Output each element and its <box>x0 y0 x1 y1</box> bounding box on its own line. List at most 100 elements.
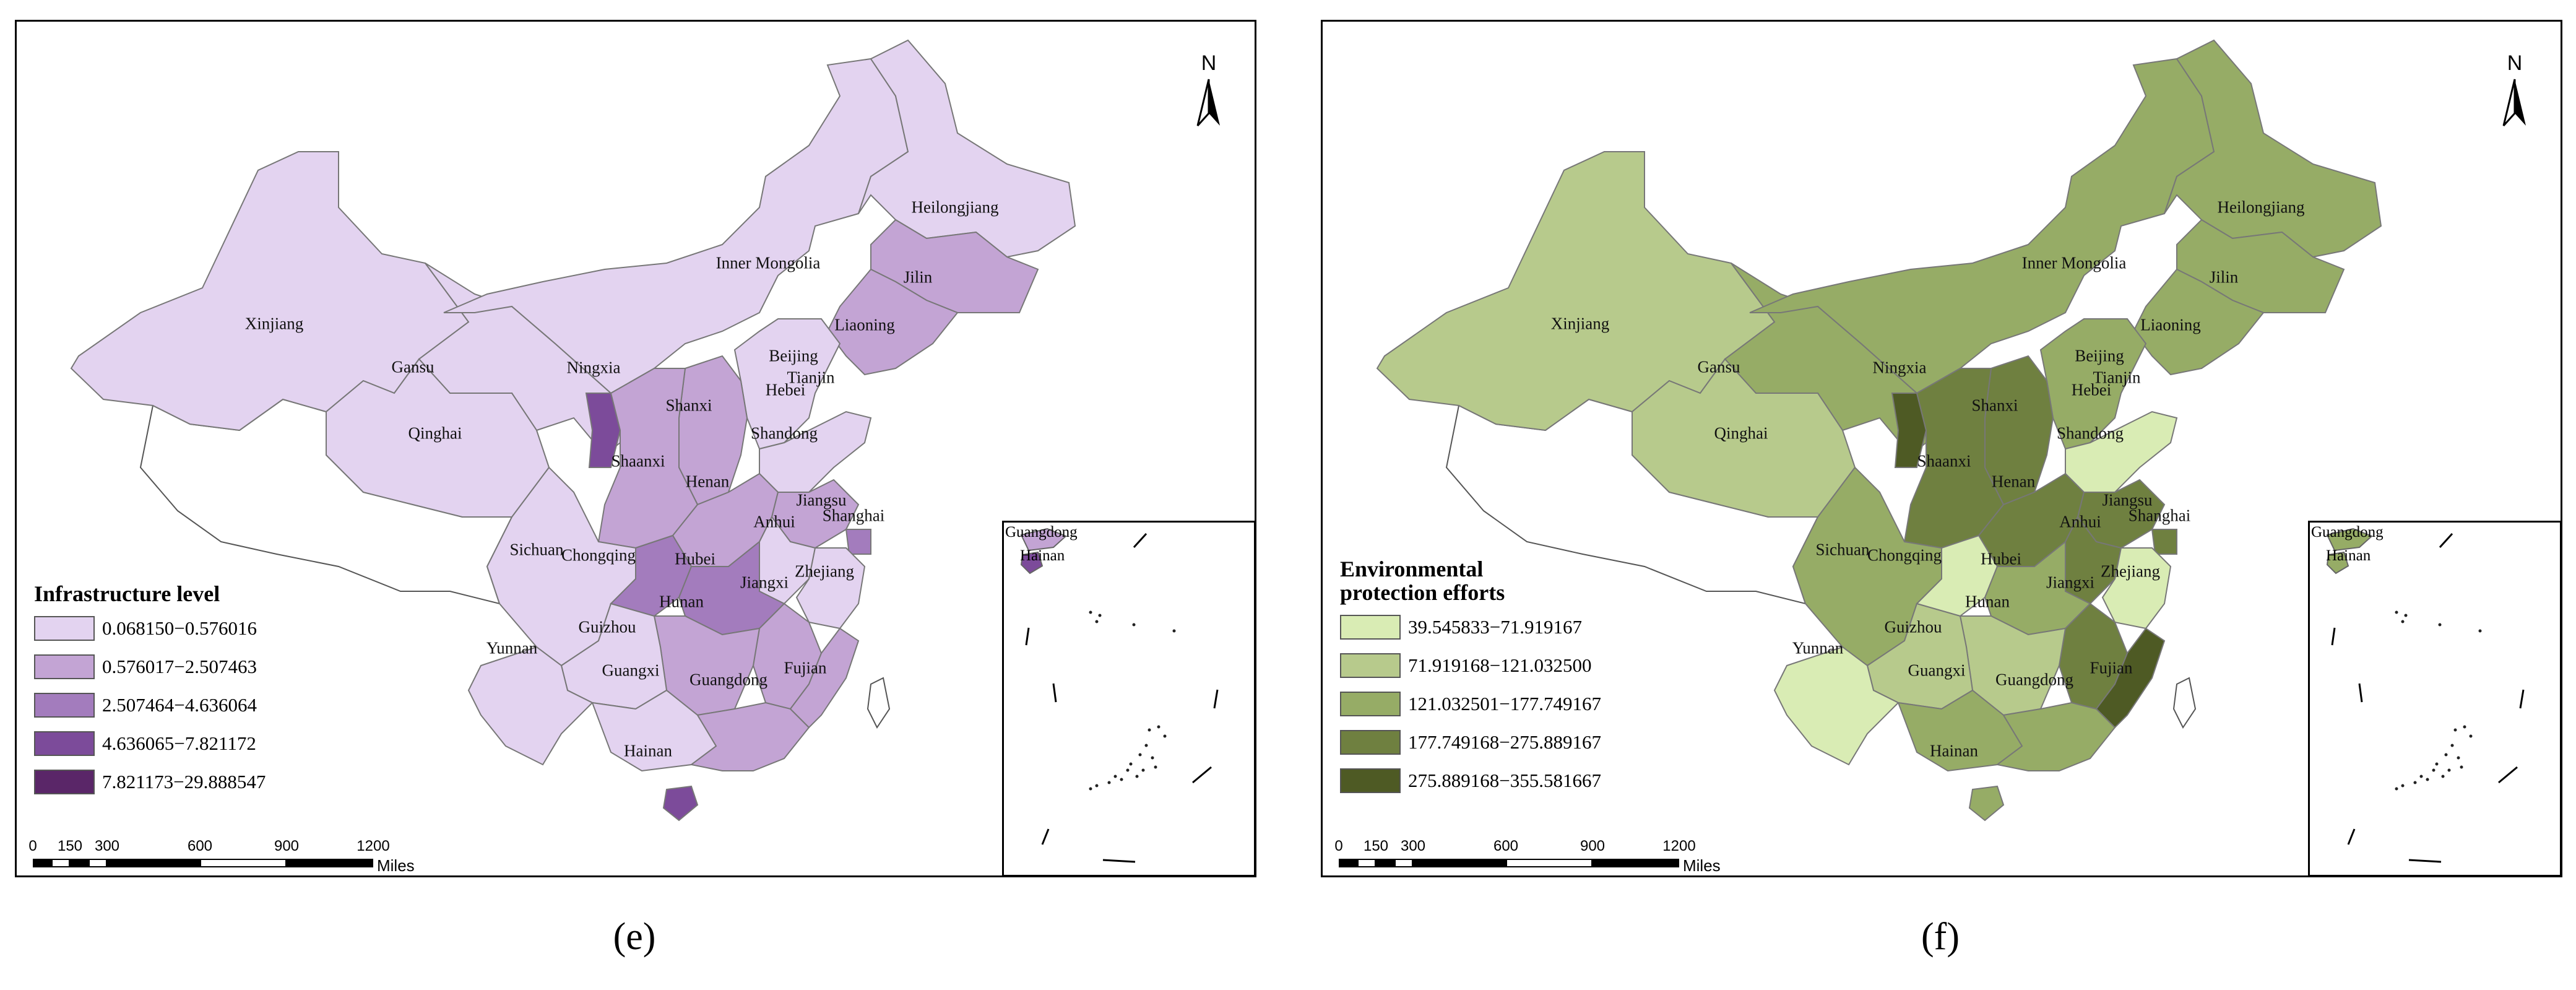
legend-row: 0.068150−0.576016 <box>34 615 356 641</box>
island-dot <box>2460 765 2463 769</box>
island-dot <box>1138 753 1142 757</box>
island-dot <box>2435 762 2439 766</box>
island-dot <box>2469 734 2473 738</box>
island-dot <box>1126 768 1130 772</box>
legend-row: 275.889168−355.581667 <box>1340 768 1662 794</box>
legend-row: 39.545833−71.919167 <box>1340 614 1662 640</box>
north-arrow-icon: N <box>2496 51 2533 132</box>
south-china-sea-inset-e: Guangdong Hainan <box>1002 521 1255 875</box>
province-label-guizhou: Guizhou <box>578 617 636 636</box>
island-dot <box>1163 734 1167 738</box>
province-label-jiangsu: Jiangsu <box>2102 490 2153 510</box>
legend-swatch <box>1340 768 1401 793</box>
province-label-hunan: Hunan <box>1965 592 2010 611</box>
scale-bar-segment <box>33 859 51 867</box>
legend-row: 4.636065−7.821172 <box>34 731 356 757</box>
scale-units-label: Miles <box>1683 856 1721 875</box>
boundary-dash <box>1041 828 1050 845</box>
province-chongqing <box>610 534 693 617</box>
province-hainan <box>1968 785 2005 822</box>
province-label-beijing: Beijing <box>2075 346 2124 365</box>
island-dot <box>1154 765 1157 769</box>
legend-swatch <box>1340 692 1401 716</box>
province-label-liaoning: Liaoning <box>2140 315 2201 334</box>
island-dot <box>2413 781 2417 784</box>
province-shanghai <box>2151 529 2177 555</box>
province-zhejiang <box>2101 547 2172 630</box>
north-label: N <box>2507 51 2523 75</box>
province-label-gansu: Gansu <box>391 357 434 376</box>
province-label-anhui: Anhui <box>2059 512 2101 531</box>
island-dot <box>1157 725 1160 729</box>
legend-e: Infrastructure level 0.068150−0.576016 0.… <box>34 582 356 807</box>
legend-swatch <box>1340 653 1401 678</box>
province-liaoning <box>826 268 959 376</box>
province-label-guangdong: Guangdong <box>1995 670 2073 689</box>
island-dot <box>1148 728 1151 732</box>
inset-label-hainan: Hainan <box>1020 547 1065 564</box>
scale-bar-segment <box>1506 859 1593 867</box>
scale-tick-label: 300 <box>1400 838 1426 854</box>
boundary-dash <box>2331 627 2336 646</box>
scale-bar-segment <box>200 859 287 867</box>
boundary-dash <box>2519 689 2525 709</box>
island-dot <box>2463 725 2466 729</box>
province-zhejiang <box>795 547 866 630</box>
boundary-dash <box>1133 532 1148 549</box>
province-label-qinghai: Qinghai <box>1714 423 1768 443</box>
china-map-e <box>70 39 1076 822</box>
legend-swatch <box>34 693 95 718</box>
caption-f: (f) <box>1921 916 1960 958</box>
legend-range: 2.507464−4.636064 <box>102 694 257 716</box>
inset-guangdong <box>1020 528 1067 552</box>
province-fujian <box>789 627 860 729</box>
island-dot <box>1141 768 1145 772</box>
province-label-hainan: Hainan <box>1930 741 1978 760</box>
scale-bar-e: 0 150 300 600 900 1200 Miles <box>28 838 466 875</box>
inset-label-guangdong: Guangdong <box>1005 524 1078 541</box>
island-dot <box>2419 775 2423 778</box>
legend-swatch <box>34 770 95 794</box>
scale-tick-label: 0 <box>1334 838 1343 854</box>
legend-row: 71.919168−121.032500 <box>1340 653 1662 679</box>
boundary-dash <box>1213 689 1219 709</box>
island-dot <box>2426 778 2429 781</box>
legend-title-line: Infrastructure level <box>34 581 220 606</box>
boundary-dash <box>2498 766 2518 784</box>
scale-tick-label: 150 <box>57 838 83 854</box>
island-dot <box>2395 787 2398 791</box>
island-dot <box>1089 610 1092 614</box>
island-dot <box>2438 623 2442 627</box>
province-label-hubei: Hubei <box>675 549 715 568</box>
province-label-anhui: Anhui <box>753 512 795 531</box>
scale-tick-label: 600 <box>187 838 213 854</box>
province-label-heilongjiang: Heilongjiang <box>2217 198 2305 217</box>
province-label-beijing: Beijing <box>769 346 818 365</box>
legend-range: 39.545833−71.919167 <box>1408 616 1582 638</box>
inset-hainan <box>1020 551 1044 575</box>
province-label-chongqing: Chongqing <box>1867 545 1942 565</box>
province-label-jiangxi: Jiangxi <box>740 573 789 592</box>
boundary-dash <box>2347 828 2356 845</box>
province-label-xinjiang: Xinjiang <box>1550 314 1610 333</box>
island-dot <box>1095 620 1099 623</box>
legend-swatch <box>1340 615 1401 640</box>
island-dot <box>1132 623 1136 627</box>
region-taiwan <box>867 677 891 729</box>
province-label-sichuan: Sichuan <box>1815 540 1870 559</box>
inset-label-hainan: Hainan <box>2326 547 2371 564</box>
island-dot <box>1172 629 1176 633</box>
province-qinghai <box>1632 358 1856 518</box>
scale-units-label: Miles <box>377 856 415 875</box>
province-label-yunnan: Yunnan <box>1792 638 1844 658</box>
north-label: N <box>1201 51 1217 75</box>
boundary-dash <box>2358 683 2363 703</box>
province-label-jiangsu: Jiangsu <box>796 490 847 510</box>
province-label-hebei: Hebei <box>2071 380 2112 399</box>
region-taiwan <box>2172 677 2197 729</box>
island-dot <box>2478 629 2482 633</box>
inset-islands <box>2326 528 2525 863</box>
scale-bar-segment <box>89 859 107 867</box>
scale-tick-label: 1200 <box>1662 838 1696 854</box>
map-panel-f: Xinjiang Gansu Qinghai Inner Mongolia Heilon… <box>1321 20 2562 877</box>
